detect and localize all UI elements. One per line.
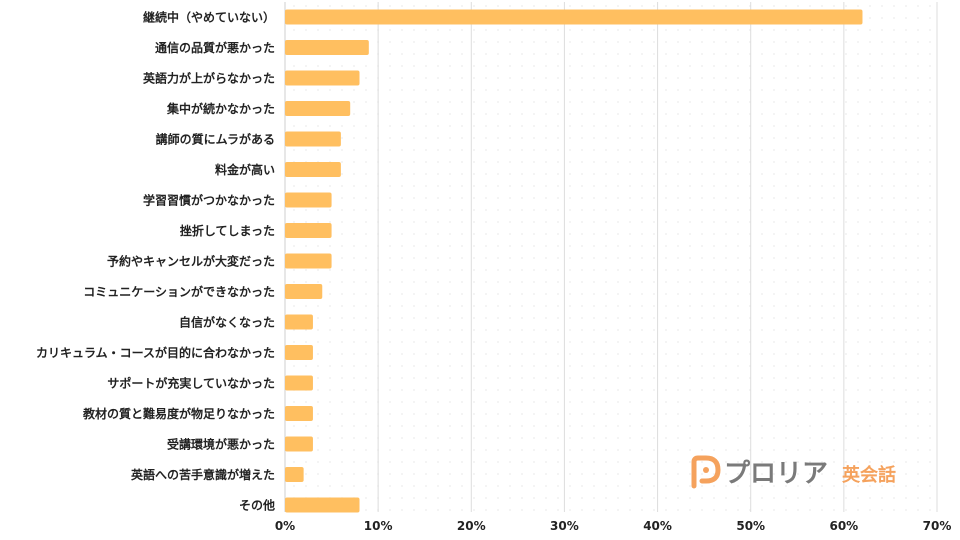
bar	[285, 345, 313, 360]
category-label: 教材の質と難易度が物足りなかった	[82, 406, 275, 421]
bar	[285, 9, 863, 25]
category-label: 集中が続かなかった	[166, 101, 275, 116]
category-labels: 継続中（やめていない） 通信の品質が悪かった英語力が上がらなかった集中が続かなかっ…	[36, 10, 275, 513]
bar	[285, 375, 313, 391]
x-axis-ticks: 0% 10% 20% 30% 40% 50% 60% 70%	[275, 519, 952, 533]
bar	[285, 406, 313, 421]
x-tick-label: 70%	[923, 519, 952, 533]
category-label: サポートが充実していなかった	[107, 376, 275, 391]
bar	[285, 162, 341, 177]
category-label: 通信の品質が悪かった	[155, 40, 275, 55]
bar	[285, 131, 341, 147]
bar	[285, 436, 313, 452]
brand-logo: プロリア 英会話	[691, 455, 896, 489]
category-label: 挫折してしまった	[180, 223, 275, 238]
x-tick-label: 20%	[457, 519, 486, 533]
bar	[285, 467, 304, 482]
category-label: 継続中（やめていない）	[143, 10, 275, 25]
x-tick-label: 10%	[364, 519, 393, 533]
category-label: その他	[239, 498, 275, 513]
category-label: コミュニケーションができなかった	[83, 284, 275, 299]
plot-background	[285, 2, 937, 512]
x-tick-label: 0%	[275, 519, 295, 533]
bar	[285, 70, 360, 86]
bar	[285, 223, 332, 238]
x-tick-label: 40%	[643, 519, 672, 533]
logo-mark-icon	[691, 455, 721, 489]
bar	[285, 101, 351, 116]
bars	[285, 9, 863, 513]
category-label: カリキュラム・コースが目的に合わなかった	[36, 345, 275, 360]
logo-name: プロリア	[724, 459, 828, 489]
category-label: 学習習慣がつかなかった	[143, 193, 275, 208]
category-label: 講師の質にムラがある	[156, 132, 275, 147]
bar	[285, 40, 369, 55]
logo-suffix: 英会話	[841, 464, 896, 486]
category-label: 英語力が上がらなかった	[143, 71, 275, 86]
category-label: 英語への苦手意識が増えた	[131, 467, 275, 482]
category-label: 自信がなくなった	[179, 315, 275, 330]
gridlines	[284, 2, 938, 512]
category-label: 予約やキャンセルが大変だった	[107, 254, 275, 269]
x-tick-label: 50%	[736, 519, 765, 533]
bar	[285, 314, 313, 330]
x-tick-label: 30%	[550, 519, 579, 533]
bar	[285, 284, 323, 299]
bar	[285, 192, 332, 208]
x-tick-label: 60%	[829, 519, 858, 533]
bar	[285, 497, 360, 513]
category-label: 受講環境が悪かった	[167, 437, 275, 452]
bar	[285, 253, 332, 269]
category-label: 料金が高い	[215, 162, 275, 177]
